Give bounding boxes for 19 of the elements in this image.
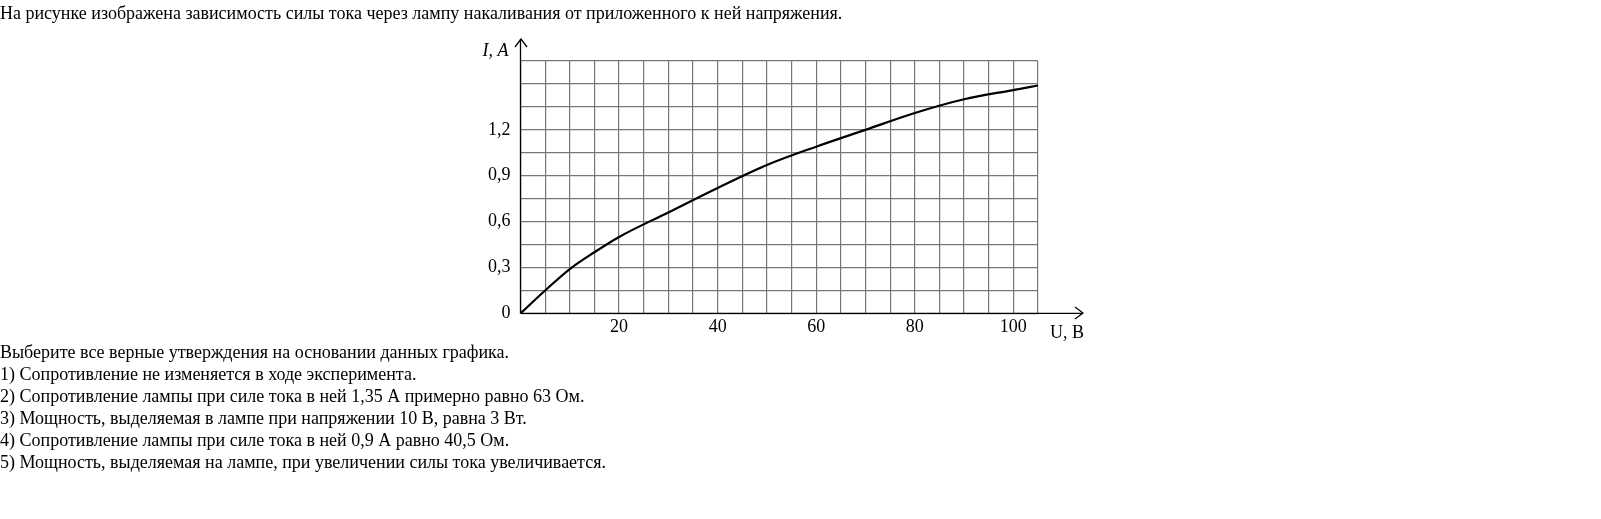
text: 1) Сопротивление не изменяется в ходе эксперимента. [0, 363, 418, 385]
y-axis-title: I, А [481, 39, 510, 60]
y-tick-label: 0,6 [488, 210, 511, 231]
x-axis-title: U, В [1050, 322, 1085, 343]
y-tick-label: 0,9 [488, 164, 511, 185]
y-tick-label: 0,3 [488, 256, 511, 277]
text: 3) Мощность, выделяемая в лампе при напряжении 10 В, равна 3 Вт. [0, 407, 528, 429]
chart-title: На рисунке изображена зависимость силы тока через лампу накаливания от приложенного к ней напряжения. [0, 2, 844, 24]
y-tick-label: 1,2 [488, 118, 511, 139]
x-tick-label: 100 [999, 315, 1027, 336]
text: 5) Мощность, выделяемая на лампе, при увеличении силы тока увеличивается. [0, 451, 607, 473]
x-tick-label: 40 [708, 315, 727, 336]
text: 2) Сопротивление лампы при силе тока в ней 1,35 А примерно равно 63 Ом. [0, 385, 586, 407]
text: 4) Сопротивление лампы при силе тока в ней 0,9 А равно 40,5 Ом. [0, 429, 511, 451]
x-tick-label: 60 [807, 315, 826, 336]
x-tick-label: 80 [905, 315, 924, 336]
x-tick-label: 20 [610, 315, 629, 336]
y-tick-label: 0 [501, 302, 511, 323]
text: Выберите все верные утверждения на основании данных графика. [0, 341, 511, 363]
